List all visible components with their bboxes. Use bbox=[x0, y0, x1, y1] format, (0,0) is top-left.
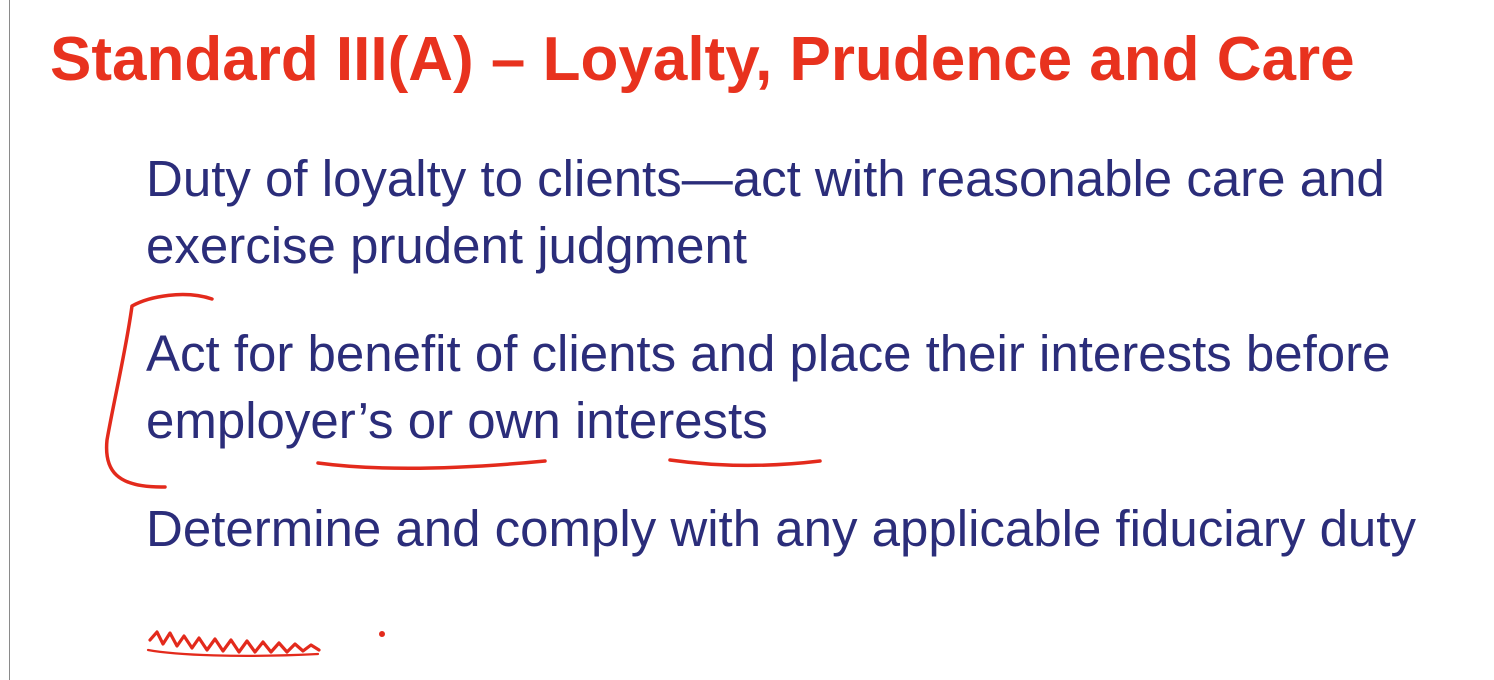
ink-squiggle-fiduciary-lower bbox=[146, 648, 320, 657]
bullet-list: Duty of loyalty to clients—act with reas… bbox=[146, 145, 1476, 562]
bullet-fiduciary-duty: Determine and comply with any applicable… bbox=[146, 500, 1416, 557]
bullet-act-for-benefit: Act for benefit of clients and place the… bbox=[146, 325, 1391, 449]
slide-left-edge bbox=[0, 0, 10, 680]
ink-squiggle-fiduciary bbox=[148, 630, 321, 654]
bullet-duty-of-loyalty: Duty of loyalty to clients—act with reas… bbox=[146, 150, 1385, 274]
slide-title: Standard III(A) – Loyalty, Prudence and … bbox=[50, 25, 1355, 94]
ink-dot bbox=[379, 631, 385, 637]
